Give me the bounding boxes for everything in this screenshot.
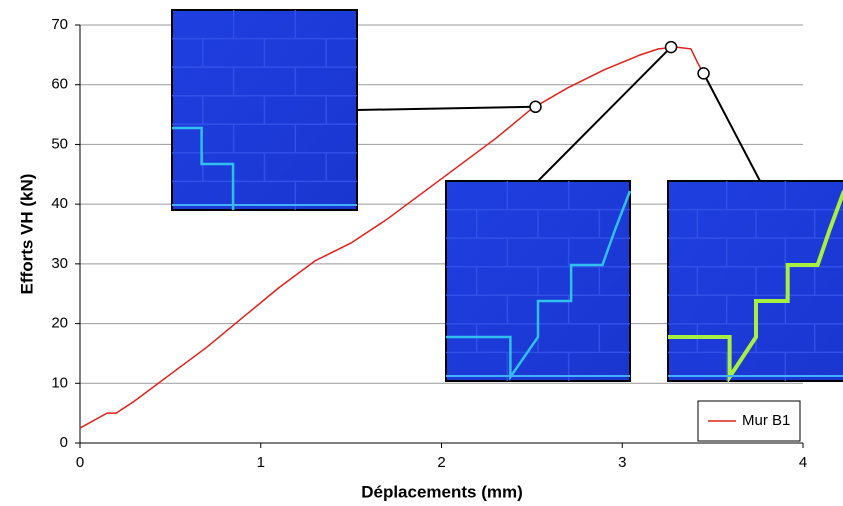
page: Déplacements (mm) Efforts VH (kN) 010203… [0,0,843,506]
highlight-point [530,101,541,112]
y-tick-label: 20 [51,315,68,332]
y-tick-label: 10 [51,374,68,391]
y-axis-label: Efforts VH (kN) [17,174,36,295]
x-tick-label: 1 [257,454,265,471]
y-tick-label: 70 [51,16,68,33]
x-tick-label: 0 [76,454,84,471]
legend-label: Mur B1 [742,412,790,429]
y-tick-label: 40 [51,195,68,212]
y-tick-label: 60 [51,76,68,93]
inset-image [172,10,357,210]
connector [357,107,535,110]
x-tick-label: 4 [799,454,807,471]
inset-image [446,181,630,381]
connector [538,47,671,181]
y-tick-label: 0 [60,434,68,451]
chart: Déplacements (mm) Efforts VH (kN) 010203… [0,0,843,506]
x-tick-label: 3 [618,454,626,471]
inset-image [668,181,843,381]
x-axis-label: Déplacements (mm) [361,482,523,501]
x-tick-label: 2 [437,454,445,471]
y-tick-label: 30 [51,255,68,272]
highlight-point [698,68,709,79]
connector [704,73,760,181]
highlight-point [666,42,677,53]
y-tick-label: 50 [51,135,68,152]
